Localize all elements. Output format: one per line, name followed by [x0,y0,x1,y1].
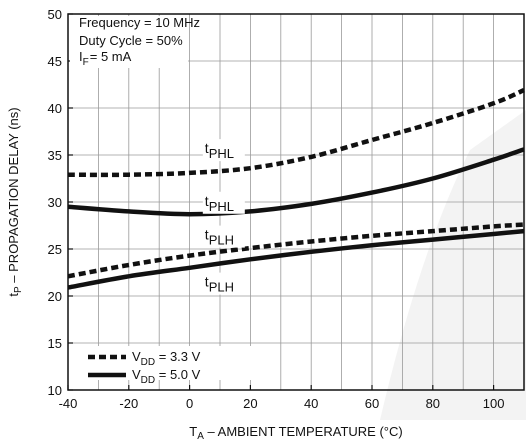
y-tick-label: 40 [48,101,62,116]
y-tick-label: 10 [48,383,62,398]
y-tick-label: 25 [48,242,62,257]
legend-5v0-symbol: V [132,367,141,382]
conditions-box: Frequency = 10 MHz Duty Cycle = 50% IF= … [70,15,200,68]
y-axis-title-rest: – PROPAGATION DELAY (ns) [6,107,21,286]
x-axis-title-symbol: T [189,424,197,439]
curve-label-1: tPHL [205,193,234,214]
series-line-1 [67,147,525,217]
curve-label-sub: PLH [209,280,234,295]
series-line-3 [67,228,525,290]
legend-3v3-symbol: V [132,349,141,364]
y-tick-label: 35 [48,148,62,163]
legend-5v0-sub: DD [141,375,155,386]
x-tick-label: 80 [426,396,440,411]
conditions-background [70,16,188,68]
x-tick-label: 100 [483,396,505,411]
condition-duty-cycle: Duty Cycle = 50% [79,33,183,48]
y-axis-title-symbol: t [6,293,21,297]
condition-forward-current: IF= 5 mA [79,49,132,68]
x-tick-label: -40 [59,396,78,411]
curve-label-background [202,191,245,214]
curve-label-background [202,272,245,295]
condition-forward-current-value: = 5 mA [90,49,132,64]
x-tick-label: 20 [243,396,257,411]
curve-label-sub: PHL [209,199,234,214]
y-tick-label: 20 [48,289,62,304]
curve-label-0: tPHL [205,140,234,161]
series-line-2 [67,222,525,279]
condition-forward-current-symbol: I [79,49,83,64]
curve-label-symbol: t [205,193,209,209]
curve-label-sub: PLH [209,233,234,248]
legend-label-3v3: VDD = 3.3 V [132,349,201,368]
watermark-shape [380,110,526,420]
x-tick-label: -20 [119,396,138,411]
curve-label-symbol: t [205,227,209,243]
y-axis-title: tP – PROPAGATION DELAY (ns) [6,107,24,296]
x-axis-title: TA – AMBIENT TEMPERATURE (°C) [189,424,402,442]
series-lines [67,88,525,290]
y-tick-label: 30 [48,195,62,210]
legend-5v0-value: = 5.0 V [155,367,200,382]
curve-label-sub: PHL [209,146,234,161]
x-tick-label: 60 [365,396,379,411]
curve-label-symbol: t [205,274,209,290]
y-tick-label: 45 [48,54,62,69]
legend-3v3-value: = 3.3 V [155,349,200,364]
x-axis-title-sub: A [197,431,204,442]
curve-label-symbol: t [205,140,209,156]
curve-label-background [202,139,245,162]
series-line-0 [67,88,525,178]
condition-forward-current-sub: F [83,57,89,68]
x-axis-title-rest: – AMBIENT TEMPERATURE (°C) [204,424,403,439]
legend: VDD = 3.3 V VDD = 5.0 V [80,346,260,386]
curve-label-3: tPLH [205,274,234,295]
legend-3v3-sub: DD [141,357,155,368]
x-tick-label: 40 [304,396,318,411]
y-tick-label: 50 [48,7,62,22]
legend-label-5v0: VDD = 5.0 V [132,367,201,386]
axis-ticks: -40 -20 0 20 40 60 80 100 10 15 20 25 30 35 40 45 50 [48,7,505,411]
y-axis-title-sub: P [13,286,24,293]
y-tick-label: 15 [48,336,62,351]
curve-label-2: tPLH [205,227,234,248]
condition-frequency: Frequency = 10 MHz [79,15,200,30]
curve-label-background [202,225,245,248]
x-tick-label: 0 [186,396,193,411]
